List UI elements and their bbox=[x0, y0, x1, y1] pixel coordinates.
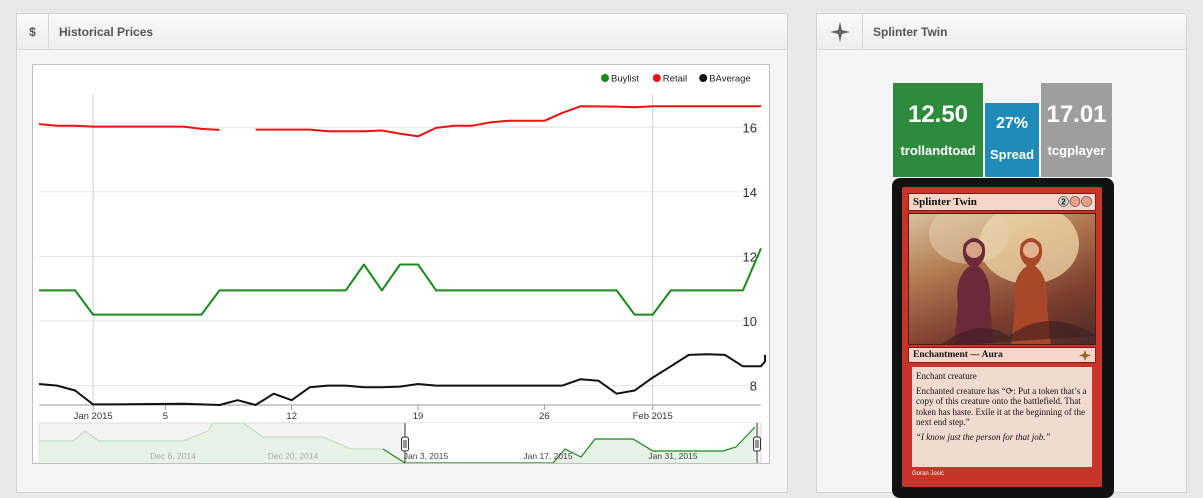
set-symbol-icon bbox=[1079, 350, 1091, 364]
card-face: Splinter Twin 2 bbox=[902, 187, 1102, 487]
card-name-text: Splinter Twin bbox=[913, 196, 977, 208]
legend-marker bbox=[652, 74, 661, 82]
card-artist: Goran Josic bbox=[912, 471, 945, 477]
panel-title: Historical Prices bbox=[59, 24, 154, 39]
panel-header: Splinter Twin bbox=[817, 14, 1186, 50]
dollar-icon: $ bbox=[17, 14, 49, 49]
navigator-label: Jan 31, 2015 bbox=[648, 451, 697, 461]
retail-price: 17.01 bbox=[1046, 101, 1107, 128]
card-type-line: Enchantment — Aura bbox=[908, 347, 1096, 363]
x-tick-label: 5 bbox=[163, 411, 168, 422]
x-tick-label: Feb 2015 bbox=[633, 411, 673, 422]
historical-prices-panel: $ Historical Prices 8 10 12 14 16 Jan 2015 5 12… bbox=[16, 13, 788, 493]
card-rules-1: Enchant creature bbox=[916, 371, 977, 381]
card-name: Splinter Twin 2 bbox=[908, 193, 1096, 211]
legend-label-baverage: BAverage bbox=[709, 74, 751, 85]
x-tick-label: Jan 2015 bbox=[74, 411, 113, 422]
y-tick-label: 10 bbox=[743, 314, 757, 329]
y-tick-label: 14 bbox=[743, 185, 757, 200]
navigator-handle[interactable] bbox=[753, 436, 761, 452]
mana-cost-icon: 2 bbox=[1058, 196, 1092, 210]
card-artwork bbox=[908, 213, 1096, 345]
card-rules-2: Enchanted creature has “⟳: Put a token t… bbox=[916, 385, 1087, 428]
navigator-label: Dec 20, 2014 bbox=[268, 451, 319, 461]
y-tick-label: 12 bbox=[743, 249, 757, 264]
buylist-price: 12.50 bbox=[907, 101, 969, 128]
card-rules-box: Enchant creature Enchanted creature has … bbox=[912, 367, 1092, 467]
panel-header: $ Historical Prices bbox=[17, 14, 787, 50]
legend-marker bbox=[601, 74, 609, 82]
legend-label-retail: Retail bbox=[663, 74, 687, 85]
x-tick-label: 26 bbox=[539, 411, 550, 422]
spread-value: 27% bbox=[995, 115, 1029, 132]
svg-text:2: 2 bbox=[1061, 197, 1066, 206]
navigator-label: Jan 3, 2015 bbox=[404, 451, 449, 461]
x-tick-label: 19 bbox=[413, 411, 424, 422]
card-panel: Splinter Twin 12.50 trollandtoad 27% Spr… bbox=[816, 13, 1187, 498]
buylist-vendor: trollandtoad bbox=[900, 143, 976, 158]
spread-box: 27% Spread bbox=[985, 103, 1039, 177]
panel-title: Splinter Twin bbox=[873, 24, 948, 39]
series-line-retail bbox=[38, 123, 220, 131]
series-line-baverage bbox=[38, 353, 766, 406]
card-flavor-text: “I know just the person for that job.” bbox=[916, 431, 1051, 442]
legend-marker bbox=[699, 74, 708, 82]
navigator-label: Jan 17, 2015 bbox=[523, 451, 572, 461]
y-tick-label: 8 bbox=[750, 379, 757, 394]
retail-price-box[interactable]: 17.01 tcgplayer bbox=[1041, 83, 1112, 177]
card-image[interactable]: Splinter Twin 2 bbox=[892, 178, 1114, 498]
legend-label-buylist: Buylist bbox=[611, 74, 639, 85]
buylist-price-box[interactable]: 12.50 trollandtoad bbox=[893, 83, 983, 177]
series-line-buylist bbox=[39, 248, 762, 316]
y-tick-label: 16 bbox=[743, 120, 757, 135]
navigator-area bbox=[39, 423, 755, 463]
price-chart[interactable]: 8 10 12 14 16 Jan 2015 5 12 19 26 Feb 2015 Buylist R… bbox=[32, 64, 770, 464]
card-symbol-icon bbox=[817, 14, 863, 49]
navigator-line-outside bbox=[39, 422, 383, 450]
price-chart-svg[interactable]: 8 10 12 14 16 Jan 2015 5 12 19 26 Feb 2015 Buylist R… bbox=[33, 65, 769, 464]
series-line-retail bbox=[255, 105, 761, 138]
navigator-handle[interactable] bbox=[401, 436, 409, 452]
card-type-text: Enchantment — Aura bbox=[913, 350, 1003, 360]
navigator-label: Dec 6, 2014 bbox=[150, 451, 196, 461]
spread-label: Spread bbox=[989, 147, 1035, 162]
retail-vendor: tcgplayer bbox=[1047, 143, 1106, 158]
x-tick-label: 12 bbox=[286, 411, 297, 422]
